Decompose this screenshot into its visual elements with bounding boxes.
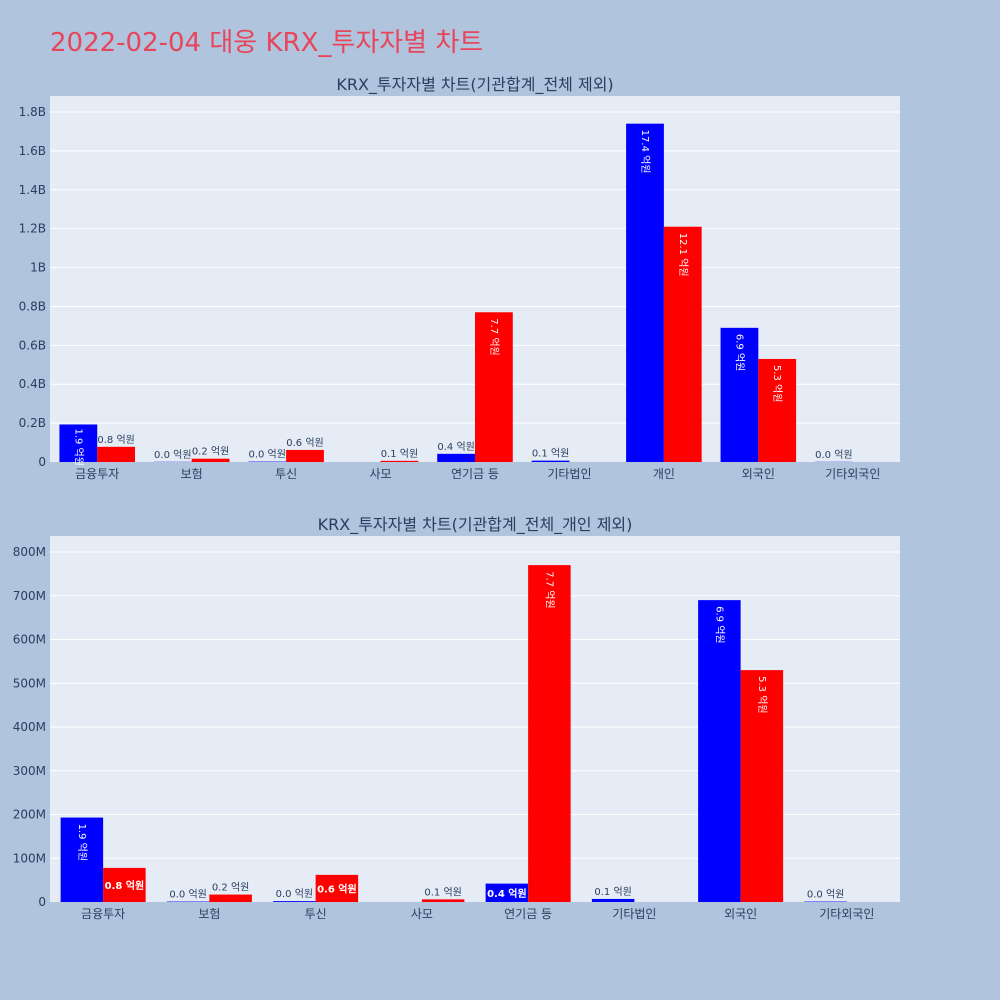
bar [485, 883, 529, 902]
chart-title: KRX_투자자별 차트(기관합계_전체 제외) [336, 75, 613, 95]
data-label: 5.3 억원 [756, 676, 768, 713]
x-tick-label: 금융투자 [81, 907, 125, 921]
bar [59, 424, 98, 462]
data-label: 0.1 억원 [381, 448, 418, 460]
bar [758, 358, 797, 462]
chart-title: KRX_투자자별 차트(기관합계_전체_개인 제외) [318, 515, 633, 535]
bar [720, 327, 759, 462]
data-label: 0.0 억원 [169, 889, 206, 901]
y-tick-label: 1.4B [19, 183, 46, 197]
x-tick-label: 사모 [370, 467, 392, 481]
y-tick-label: 300M [13, 764, 46, 778]
data-label: 0.0 억원 [815, 449, 852, 461]
y-tick-label: 1.6B [19, 144, 46, 158]
bar [191, 458, 230, 462]
data-label: 0.8 억원 [97, 434, 134, 446]
y-tick-label: 0.2B [19, 416, 46, 430]
data-label: 0.6 억원 [317, 882, 357, 895]
y-tick-label: 1B [30, 261, 46, 275]
data-label: 12.1 억원 [677, 233, 689, 277]
x-tick-label: 외국인 [742, 467, 775, 481]
bar [209, 894, 252, 902]
y-tick-label: 800M [13, 545, 46, 559]
bar [421, 899, 465, 902]
y-tick-label: 100M [13, 851, 46, 865]
data-label: 17.4 억원 [639, 130, 651, 174]
bar [60, 817, 104, 902]
data-label: 1.9 억원 [72, 428, 84, 465]
data-label: 0.6 억원 [286, 437, 323, 449]
bar [531, 460, 570, 462]
data-label: 1.9 억원 [76, 824, 88, 861]
data-label: 0.2 억원 [212, 882, 249, 894]
data-label: 7.7 억원 [543, 571, 555, 608]
x-tick-label: 기타법인 [612, 907, 656, 921]
data-label: 0.0 억원 [807, 889, 844, 901]
bar [315, 874, 359, 902]
x-tick-label: 외국인 [724, 907, 757, 921]
x-tick-label: 기타법인 [547, 467, 591, 481]
bar [663, 226, 702, 462]
x-tick-label: 기타외국인 [819, 907, 874, 921]
y-tick-label: 700M [13, 589, 46, 603]
y-tick-label: 0.8B [19, 299, 46, 313]
data-label: 6.9 억원 [713, 606, 725, 643]
bar [698, 600, 741, 902]
bar [528, 565, 571, 902]
data-label: 6.9 억원 [733, 334, 745, 371]
bar [273, 901, 316, 902]
bar [475, 312, 513, 462]
data-label: 0.1 억원 [532, 448, 569, 460]
data-label: 0.0 억원 [276, 888, 313, 900]
data-label: 7.7 억원 [488, 318, 500, 355]
bar [380, 460, 419, 462]
y-tick-label: 0.6B [19, 338, 46, 352]
page-title: 2022-02-04 대웅 KRX_투자자별 차트 [50, 28, 484, 58]
data-label: 0.1 억원 [424, 886, 461, 898]
y-tick-label: 0 [38, 455, 46, 469]
y-tick-label: 1.2B [19, 222, 46, 236]
x-tick-label: 개인 [653, 467, 675, 481]
data-label: 0.2 억원 [192, 446, 229, 458]
data-label: 0.8 억원 [105, 879, 145, 892]
x-tick-label: 연기금 등 [451, 467, 499, 481]
bar [97, 446, 135, 462]
y-tick-label: 600M [13, 633, 46, 647]
x-tick-label: 보험 [198, 907, 220, 921]
bar [626, 123, 664, 462]
data-label: 5.3 억원 [771, 365, 783, 402]
data-label: 0.1 억원 [594, 886, 631, 898]
x-tick-label: 연기금 등 [504, 907, 552, 921]
bar [591, 898, 635, 902]
y-tick-label: 1.8B [19, 105, 46, 119]
data-label: 0.0 억원 [248, 449, 285, 461]
x-tick-label: 사모 [411, 907, 433, 921]
bar [437, 453, 475, 462]
x-tick-label: 보험 [181, 467, 203, 481]
x-tick-label: 투신 [305, 907, 327, 921]
chart-top: KRX_투자자별 차트(기관합계_전체 제외) 0 0.2B 0.4B 0.6B 0.8B… [19, 75, 900, 481]
bar [286, 449, 324, 462]
chart-bottom: KRX_투자자별 차트(기관합계_전체_개인 제외) 0 100M 200M 300M 4… [13, 515, 900, 921]
bar [740, 670, 784, 902]
y-tick-label: 400M [13, 720, 46, 734]
bar [103, 867, 146, 902]
y-tick-label: 0 [38, 895, 46, 909]
x-tick-label: 금융투자 [75, 467, 119, 481]
data-label: 0.0 억원 [154, 449, 191, 461]
data-label: 0.4 억원 [437, 441, 474, 453]
x-tick-label: 기타외국인 [825, 467, 880, 481]
data-label: 0.4 억원 [487, 887, 527, 900]
y-tick-label: 0.4B [19, 377, 46, 391]
y-tick-label: 200M [13, 808, 46, 822]
x-tick-label: 투신 [275, 467, 297, 481]
y-tick-label: 500M [13, 676, 46, 690]
